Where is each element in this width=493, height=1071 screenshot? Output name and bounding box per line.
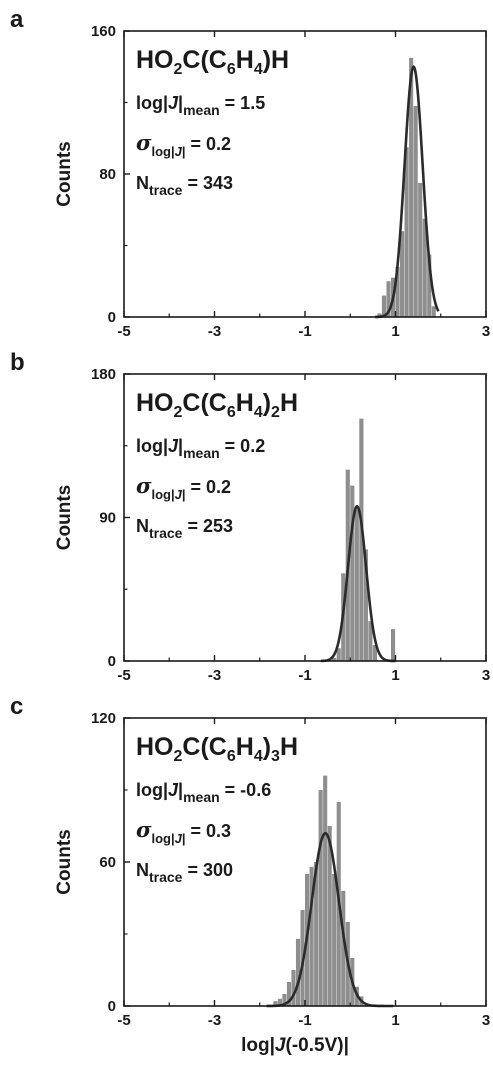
y-tick-label: 60: [99, 854, 116, 871]
chart-title: HO2C(C6H4)H: [136, 46, 289, 78]
histogram-bar: [413, 106, 418, 317]
histogram-bar: [386, 281, 391, 317]
y-axis-title: Counts: [54, 485, 75, 550]
histogram-bar: [400, 231, 405, 317]
histogram-bar: [431, 306, 436, 317]
x-tick-label: -1: [298, 323, 311, 340]
y-tick-label: 0: [108, 998, 116, 1015]
chart-title: HO2C(C6H4)2H: [136, 389, 298, 421]
histogram-bar: [332, 874, 337, 1006]
histogram-bar: [354, 509, 359, 661]
x-tick-label: 3: [482, 323, 490, 340]
y-tick-label: 120: [91, 710, 116, 727]
x-tick-label: -3: [208, 1012, 221, 1029]
histogram-bar: [377, 313, 382, 317]
histogram-bar: [350, 485, 355, 661]
histogram-bar: [381, 295, 387, 317]
y-tick-label: 90: [99, 510, 116, 527]
x-tick-label: -5: [117, 667, 130, 684]
y-tick-label: 0: [108, 309, 116, 326]
histogram-bar: [418, 182, 423, 317]
stat-mean: log|J|mean = 0.2: [136, 436, 265, 461]
histogram-bar: [427, 254, 432, 317]
stat-ntrace: Ntrace = 343: [136, 173, 233, 198]
histogram-bar: [323, 775, 328, 1006]
histogram-bar: [422, 218, 427, 317]
histogram-bar: [409, 57, 414, 317]
histogram-bar: [286, 982, 292, 1006]
histogram-bar: [314, 862, 319, 1006]
y-tick-label: 0: [108, 653, 116, 670]
gaussian-fit-curve: [320, 504, 396, 663]
histogram-bar: [282, 994, 287, 1006]
x-tick-label: -1: [298, 1012, 311, 1029]
x-axis-title: log|J(-0.5V)|: [241, 1035, 349, 1056]
histogram-bar: [368, 621, 373, 661]
panel-a: -5 -3 -1 1 3 0 80 160 Counts a HO2C(C6H4)H log|J|me…: [10, 6, 490, 340]
y-axis-title: Counts: [54, 829, 75, 894]
y-tick-label: 180: [91, 366, 116, 383]
histogram-bar: [277, 998, 282, 1006]
histogram-bar: [336, 648, 341, 661]
histogram-bar: [395, 266, 400, 317]
x-tick-label: 1: [391, 1012, 399, 1029]
stat-sigma: σlog|J| = 0.2: [136, 130, 231, 159]
gaussian-fit-curve: [375, 65, 440, 319]
x-tick-label: -5: [117, 1012, 130, 1029]
histogram-bar: [359, 418, 364, 661]
panel-c: -5 -3 -1 1 3 0 60 120 Counts c HO2C(C6H4)3H log|J|m…: [10, 693, 490, 1056]
panel-letter: a: [10, 6, 24, 33]
histogram-bar: [332, 657, 337, 661]
histogram-bar: [318, 790, 323, 1006]
x-tick-label: 1: [391, 667, 399, 684]
y-tick-label: 160: [91, 23, 116, 40]
histogram-bar: [363, 549, 368, 661]
stat-sigma: σlog|J| = 0.2: [136, 473, 231, 502]
histogram-bar: [390, 629, 396, 661]
panel-b: -5 -3 -1 1 3 0 90 180 Counts b HO2C(C6H4)2H log|J|m…: [10, 349, 490, 684]
histogram-bar: [341, 890, 346, 1006]
x-tick-label: 1: [391, 323, 399, 340]
stat-ntrace: Ntrace = 253: [136, 516, 233, 541]
x-tick-label: -3: [208, 323, 221, 340]
y-tick-label: 80: [99, 166, 116, 183]
chart-title: HO2C(C6H4)3H: [136, 733, 298, 765]
histogram-bar: [295, 938, 301, 1006]
x-tick-label: -5: [117, 323, 130, 340]
histogram-bar: [291, 970, 296, 1006]
histogram-bar: [404, 147, 409, 317]
histogram-bar: [309, 866, 314, 1006]
y-axis-title: Counts: [54, 141, 75, 206]
histogram-bar: [327, 826, 332, 1006]
x-tick-label: 3: [482, 667, 490, 684]
panel-letter: b: [10, 349, 25, 376]
histogram-bar: [372, 645, 377, 661]
histogram-bar: [273, 1001, 278, 1006]
x-tick-label: 3: [482, 1012, 490, 1029]
stat-mean: log|J|mean = 1.5: [136, 93, 265, 118]
stat-sigma: σlog|J| = 0.3: [136, 817, 231, 846]
stat-mean: log|J|mean = -0.6: [136, 780, 271, 805]
x-tick-label: -1: [298, 667, 311, 684]
stat-ntrace: Ntrace = 300: [136, 860, 233, 885]
panel-letter: c: [10, 693, 23, 720]
x-tick-label: -3: [208, 667, 221, 684]
